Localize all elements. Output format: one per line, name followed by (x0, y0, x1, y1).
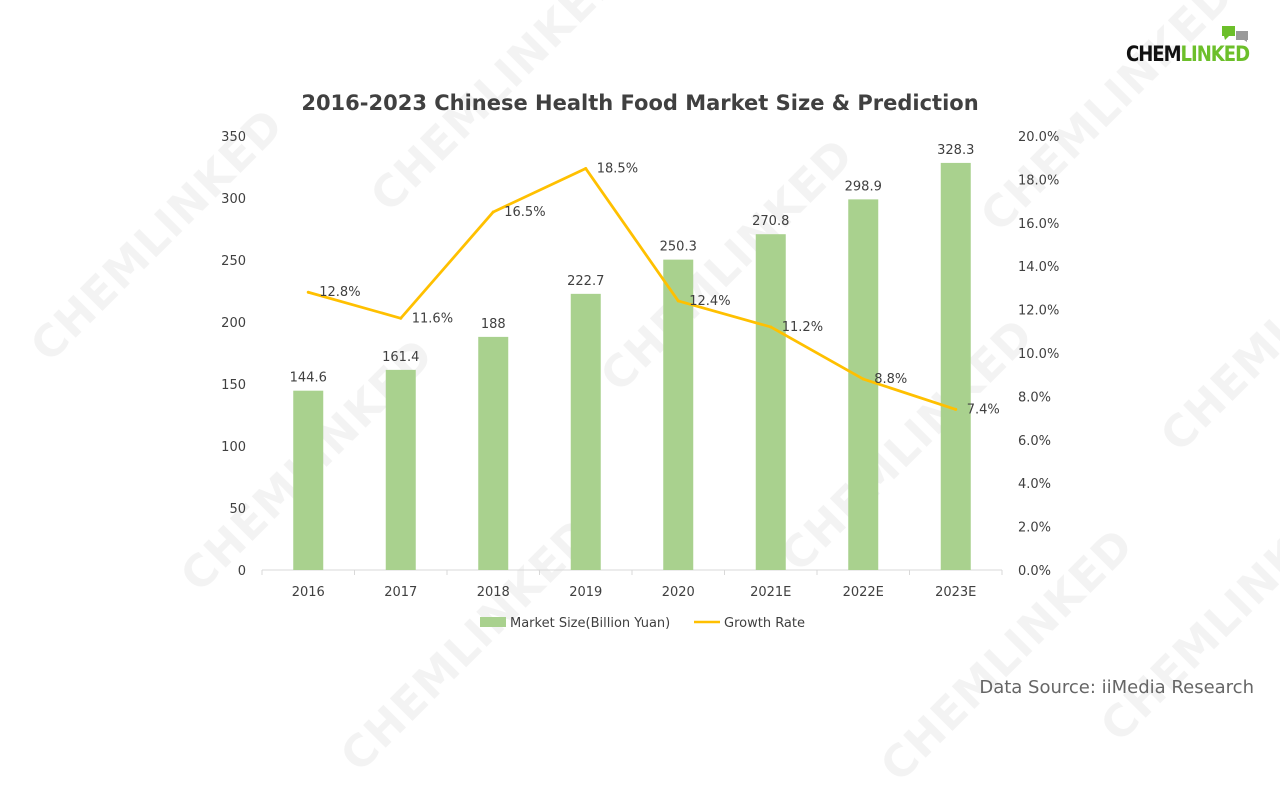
right-axis-tick-label: 6.0% (1018, 434, 1051, 449)
line-point (491, 210, 495, 214)
line-data-label: 16.5% (504, 205, 545, 220)
left-axis-tick-label: 50 (229, 502, 246, 517)
legend-label-bar: Market Size(Billion Yuan) (510, 616, 670, 631)
bar-data-label: 298.9 (845, 179, 882, 194)
line-point (399, 316, 403, 320)
legend: Market Size(Billion Yuan) Growth Rate (480, 616, 805, 631)
right-axis: 0.0% 2.0% 4.0% 6.0% 8.0% 10.0% 12.0% 14.0% 16.0%… (1018, 130, 1059, 579)
bar-data-label: 328.3 (937, 143, 974, 158)
left-axis-tick-label: 0 (238, 564, 246, 579)
bar (570, 293, 601, 570)
line-point (306, 290, 310, 294)
x-axis-tick-label: 2017 (384, 585, 417, 600)
left-axis-tick-label: 100 (221, 440, 246, 455)
chart-title: 2016-2023 Chinese Health Food Market Siz… (301, 91, 978, 115)
line-point (954, 407, 958, 411)
chart: 2016-2023 Chinese Health Food Market Siz… (221, 91, 1059, 631)
x-axis-tick-label: 2023E (935, 585, 976, 600)
line-data-label: 11.6% (412, 311, 453, 326)
right-axis-tick-label: 10.0% (1018, 347, 1059, 362)
bar-series (293, 162, 971, 570)
line-data-labels: 12.8% 11.6% 16.5% 18.5% 12.4% 11.2% 8.8% 7.4% (319, 162, 1000, 418)
growth-rate-line (307, 167, 957, 411)
right-axis-tick-label: 20.0% (1018, 130, 1059, 145)
bar (848, 199, 879, 570)
x-axis-tick-label: 2018 (477, 585, 510, 600)
bar (755, 234, 786, 570)
logo-wordmark: CHEMLINKED (1126, 42, 1251, 66)
bar-data-label: 144.6 (290, 371, 327, 386)
x-axis-tick-label: 2021E (750, 585, 791, 600)
logo-text-chem: CHEM (1126, 42, 1182, 66)
right-axis-tick-label: 18.0% (1018, 173, 1059, 188)
right-axis-tick-label: 0.0% (1018, 564, 1051, 579)
line-series (306, 167, 958, 411)
x-axis: 2016 2017 2018 2019 2020 2021E 2022E 2023E (261, 570, 1003, 600)
line-point (676, 299, 680, 303)
bar-data-label: 222.7 (567, 274, 604, 289)
bar (663, 259, 694, 570)
legend-swatch-bar (480, 617, 506, 627)
x-axis-tick-label: 2022E (843, 585, 884, 600)
bar-data-labels: 144.6 161.4 188 222.7 250.3 270.8 298.9 328.3 (290, 143, 975, 386)
left-axis-tick-label: 350 (221, 130, 246, 145)
line-point (861, 377, 865, 381)
line-data-label: 12.4% (689, 294, 730, 309)
bar (940, 162, 971, 570)
line-point (769, 325, 773, 329)
left-axis-tick-label: 300 (221, 192, 246, 207)
bar (293, 390, 324, 570)
right-axis-tick-label: 4.0% (1018, 477, 1051, 492)
line-data-label: 8.8% (874, 372, 907, 387)
chemlinked-logo: CHEMLINKED (1126, 26, 1256, 70)
left-axis-tick-label: 250 (221, 254, 246, 269)
bar-data-label: 250.3 (660, 240, 697, 255)
bar (478, 336, 509, 570)
right-axis-tick-label: 12.0% (1018, 304, 1059, 319)
bar-data-label: 188 (481, 317, 506, 332)
right-axis-tick-label: 2.0% (1018, 521, 1051, 536)
bar (385, 369, 416, 570)
data-source-note: Data Source: iiMedia Research (979, 677, 1254, 698)
x-axis-tick-label: 2020 (662, 585, 695, 600)
left-axis-tick-label: 150 (221, 378, 246, 393)
line-data-label: 12.8% (319, 285, 360, 300)
left-axis: 0 50 100 150 200 250 300 350 (221, 130, 246, 579)
x-axis-tick-label: 2019 (569, 585, 602, 600)
right-axis-tick-label: 16.0% (1018, 217, 1059, 232)
line-point (584, 167, 588, 171)
line-data-label: 11.2% (782, 320, 823, 335)
left-axis-tick-label: 200 (221, 316, 246, 331)
right-axis-tick-label: 14.0% (1018, 260, 1059, 275)
speech-bubbles-icon (1222, 26, 1248, 42)
line-data-label: 7.4% (967, 402, 1000, 417)
bar-data-label: 161.4 (382, 350, 419, 365)
legend-label-line: Growth Rate (724, 616, 805, 631)
line-data-label: 18.5% (597, 162, 638, 177)
right-axis-tick-label: 8.0% (1018, 390, 1051, 405)
logo-text-linked: LINKED (1180, 42, 1251, 66)
bar-data-label: 270.8 (752, 214, 789, 229)
x-axis-tick-label: 2016 (292, 585, 325, 600)
